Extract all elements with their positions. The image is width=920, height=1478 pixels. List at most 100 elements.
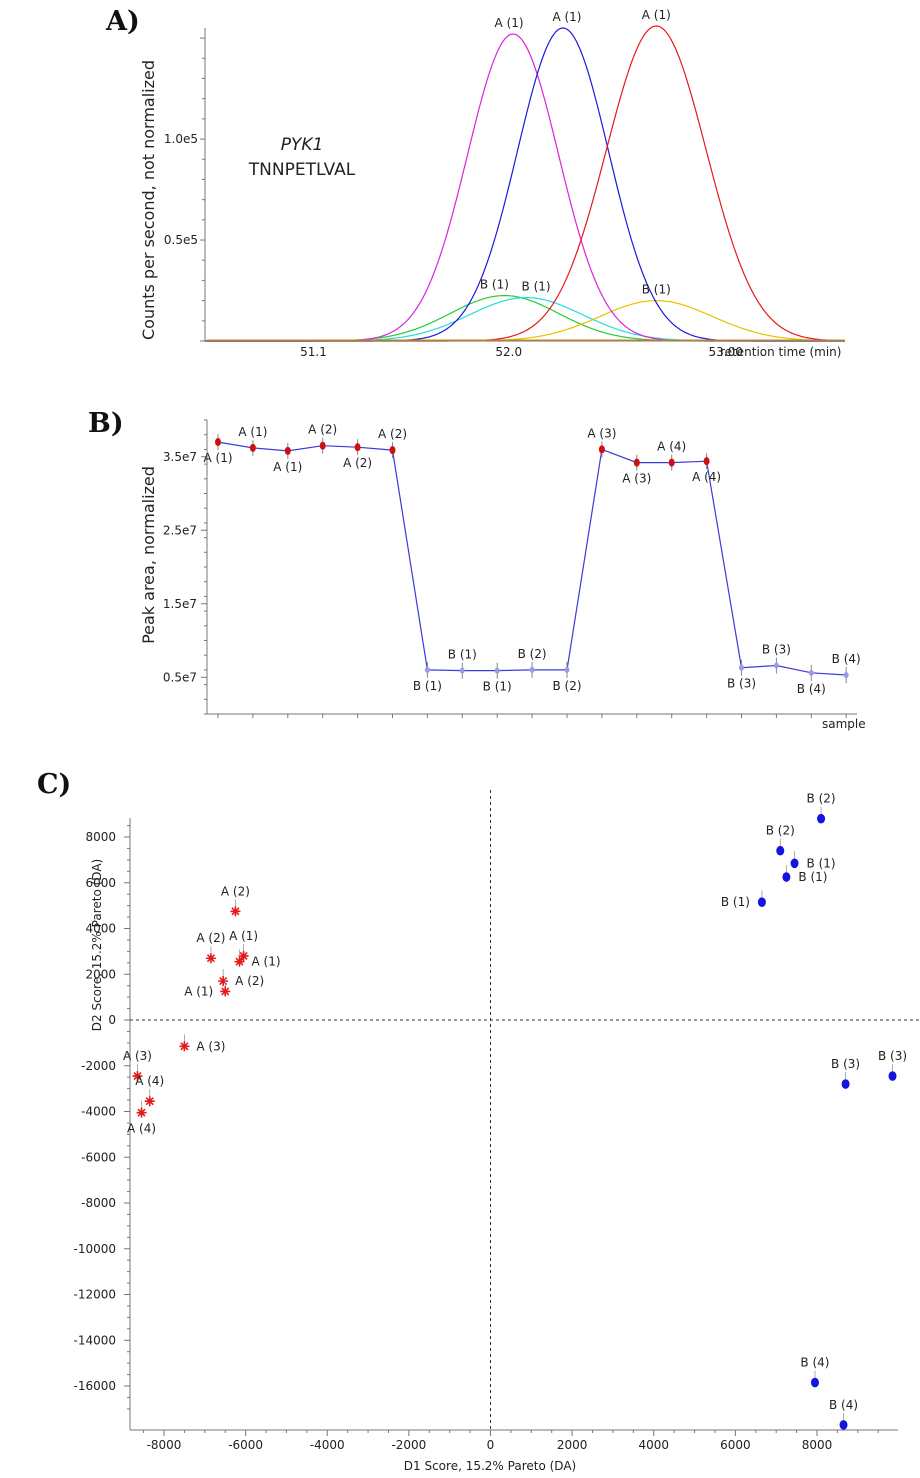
peak-area-marker xyxy=(773,662,779,669)
peak-area-point-group: B (4) xyxy=(797,664,826,696)
peak-area-point-label: A (4) xyxy=(657,440,686,454)
score-plot-circle-marker xyxy=(776,845,785,856)
score-plot-point-label: B (4) xyxy=(829,1398,858,1412)
chromatogram-ylabel: Counts per second, not normalized xyxy=(139,60,158,340)
peak-area-point-group: A (2) xyxy=(343,439,372,470)
score-plot-point-group: A (2) xyxy=(196,931,225,964)
peak-area-point-group: B (3) xyxy=(727,659,756,691)
chromatogram-x-tick-label: 51.1 xyxy=(300,345,327,359)
chromatogram-peak-label: B (1) xyxy=(480,278,509,292)
peak-area-marker xyxy=(564,666,570,673)
score-plot-asterisk-marker xyxy=(220,986,231,997)
chromatogram-curve xyxy=(205,297,845,342)
peak-area-point-group: B (2) xyxy=(518,647,547,678)
score-plot-points: A (2) A (2) A (1) A (1) A (2) A (1) A (3) A (3)… xyxy=(123,792,907,1430)
peak-area-marker xyxy=(598,445,605,454)
score-plot-y-tick-label: 0 xyxy=(108,1013,116,1027)
chromatogram-peak-label: A (1) xyxy=(642,8,671,22)
score-plot-point-group: A (3) xyxy=(179,1034,225,1053)
score-plot-circle-marker xyxy=(888,1071,897,1081)
peak-area-point-group: A (3) xyxy=(622,454,651,486)
peak-area-marker xyxy=(459,667,465,674)
peak-area-point-label: A (3) xyxy=(622,472,651,486)
score-plot-point-label: B (2) xyxy=(807,792,836,806)
score-plot-point-group: B (1) xyxy=(721,890,766,909)
peak-area-point-label: A (2) xyxy=(343,456,372,470)
chromatogram-curve xyxy=(205,27,845,342)
score-plot-asterisk-marker xyxy=(179,1041,190,1052)
score-plot-point-label: A (1) xyxy=(229,929,258,943)
score-plot-x-tick-label: -8000 xyxy=(147,1438,182,1452)
peak-area-marker xyxy=(703,457,710,466)
peak-area-point-group: A (4) xyxy=(657,440,686,471)
peak-area-point-label: A (1) xyxy=(238,425,267,439)
peak-area-y-tick-label: 1.5e7 xyxy=(163,597,197,611)
peak-area-marker xyxy=(424,666,430,673)
peak-area-point-label: B (2) xyxy=(518,647,547,661)
score-plot-circle-marker xyxy=(817,813,826,824)
score-plot-point-label: A (2) xyxy=(221,884,250,898)
chromatogram-y-tick-label: 1.0e5 xyxy=(164,132,198,146)
score-plot-circle-marker xyxy=(757,897,766,907)
chromatogram-x-tick-label: 53.00 xyxy=(708,345,742,359)
score-plot-circle-marker xyxy=(841,1079,850,1089)
score-plot-xlabel: D1 Score, 15.2% Pareto (DA) xyxy=(404,1459,576,1473)
peak-area-point-label: A (1) xyxy=(203,451,232,465)
score-plot-point-group: B (3) xyxy=(878,1049,907,1081)
chromatogram-axes: 0.5e5 1.0e5 51.1 52.0 53.00 xyxy=(164,28,845,359)
score-plot-point-group: A (2) xyxy=(221,884,250,917)
score-plot-asterisk-marker xyxy=(234,956,245,967)
score-plot-point-label: B (1) xyxy=(798,870,827,884)
chromatogram-peak-label: B (1) xyxy=(522,280,551,294)
peak-area-point-label: B (1) xyxy=(413,679,442,693)
peak-area-y-tick-label: 3.5e7 xyxy=(163,450,197,464)
score-plot-y-tick-label: 2000 xyxy=(85,967,116,981)
panel-b-letter: B) xyxy=(88,408,124,439)
peak-area-point-label: B (3) xyxy=(727,677,756,691)
score-plot-point-group: B (2) xyxy=(766,824,795,856)
peak-area-point-label: A (2) xyxy=(308,423,337,437)
peak-area-line xyxy=(217,441,847,676)
score-plot-circle-marker xyxy=(810,1377,819,1388)
score-plot-point-label: A (1) xyxy=(252,955,281,969)
score-plot-point-label: A (4) xyxy=(127,1122,156,1136)
score-plot-y-tick-label: -10000 xyxy=(73,1242,116,1256)
score-plot-point-label: B (3) xyxy=(831,1057,860,1071)
score-plot-x-tick-label: 8000 xyxy=(802,1438,833,1452)
score-plot-point-group: A (4) xyxy=(127,1100,156,1136)
peak-area-point-group: A (1) xyxy=(273,442,302,474)
score-plot-point-label: A (3) xyxy=(196,1039,225,1053)
score-plot-asterisk-marker xyxy=(132,1071,143,1082)
score-plot-asterisk-marker xyxy=(238,950,249,961)
peak-area-marker xyxy=(319,441,326,450)
score-plot-point-group: B (4) xyxy=(800,1356,829,1388)
panel-c-letter: C) xyxy=(37,769,71,800)
peak-area-point-label: B (2) xyxy=(552,679,581,693)
chromatogram-x-tick-label: 52.0 xyxy=(495,345,522,359)
peak-area-point-group: A (3) xyxy=(587,426,616,458)
peak-area-point-label: A (2) xyxy=(378,427,407,441)
score-plot-point-group: B (3) xyxy=(831,1057,860,1089)
peptide-sequence-annotation: TNNPETLVAL xyxy=(248,160,356,180)
peak-area-marker xyxy=(739,664,744,671)
score-plot-y-tick-label: 6000 xyxy=(85,876,116,890)
score-plot-point-label: A (2) xyxy=(235,974,264,988)
chromatogram-peak-label: A (1) xyxy=(495,16,524,30)
score-plot-point-label: A (2) xyxy=(196,931,225,945)
peak-area-point-group: A (2) xyxy=(378,427,407,459)
chromatogram-peak-labels: A (1) A (1) A (1) B (1) B (1) B (1) xyxy=(480,8,671,297)
panel-a-letter: A) xyxy=(105,6,140,37)
score-plot: -8000 -6000 -4000 -2000 0 2000 4000 6000 8000 800… xyxy=(73,790,920,1473)
score-plot-x-tick-label: -4000 xyxy=(310,1438,345,1452)
peak-area-trace xyxy=(217,441,847,676)
peak-area-marker xyxy=(494,667,500,674)
peak-area-point-group: B (4) xyxy=(832,652,861,684)
score-plot-y-tick-label: -8000 xyxy=(81,1196,116,1210)
peak-area-point-label: B (4) xyxy=(832,652,861,666)
peak-area-point-group: A (2) xyxy=(308,423,337,454)
peak-area-point-label: B (1) xyxy=(448,648,477,662)
score-plot-point-group: A (4) xyxy=(135,1074,164,1107)
score-plot-y-tick-label: -4000 xyxy=(81,1105,116,1119)
peak-area-point-group: B (1) xyxy=(448,648,477,679)
